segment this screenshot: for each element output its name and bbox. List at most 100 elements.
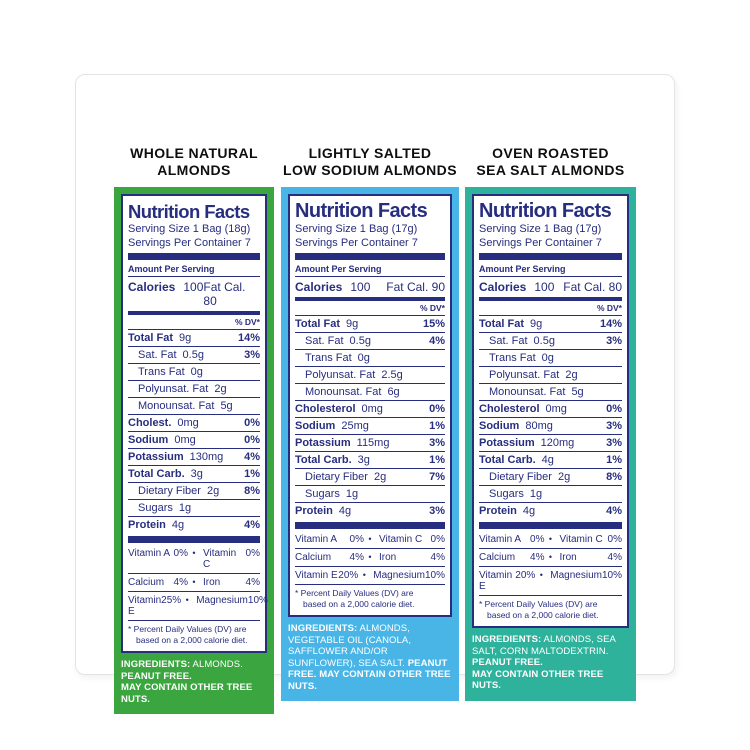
bullet-separator: • xyxy=(185,595,189,605)
vitamin-value: 0% xyxy=(607,534,622,545)
vitamin-value: 25% xyxy=(161,595,182,606)
vitamin-value: 0% xyxy=(245,548,260,559)
ingredients-segment: INGREDIENTS: xyxy=(121,659,191,670)
nutrient-name: Dietary Fiber xyxy=(138,485,201,497)
nutrient-amount: 2g xyxy=(557,471,571,483)
vitamin-value: 10% xyxy=(601,570,622,581)
ingredients-segment: ALMONDS, SEA SALT, CORN MALTODEXTRIN. xyxy=(472,634,616,657)
bullet-separator: • xyxy=(539,570,543,580)
nutrition-label: Nutrition Facts Serving Size 1 Bag (17g)… xyxy=(465,187,636,701)
vitamin-name: Vitamin A xyxy=(479,534,522,545)
ingredients-text: INGREDIENTS: ALMONDS. PEANUT FREE. MAY C… xyxy=(121,653,267,705)
nutrient-row: Monounsat. Fat 5g xyxy=(128,398,260,415)
nutrient-name: Potassium xyxy=(479,437,535,449)
bullet-separator: • xyxy=(362,570,366,580)
nutrient-amount: 0.5g xyxy=(182,349,204,361)
divider-bar-thick xyxy=(128,253,260,260)
nutrient-row: Protein 4g 3% xyxy=(295,503,445,519)
divider-bar-medium xyxy=(479,297,622,301)
vitamin-row: Calcium 4% • Iron 4% xyxy=(128,574,260,592)
nutrient-table: Total Fat 9g 14% Sat. Fat 0.5g 3% Trans Fat 0g P… xyxy=(128,330,260,533)
nutrient-amount: 5g xyxy=(220,400,233,412)
vitamin-name: Vitamin A xyxy=(128,548,171,559)
nutrient-amount: 80mg xyxy=(525,420,553,432)
vitamin-row: Calcium 4% • Iron 4% xyxy=(295,549,445,567)
nutrient-daily-value: 1% xyxy=(244,468,260,480)
ingredients-segment: PEANUT FREE. xyxy=(472,657,543,668)
calories-label: Calories xyxy=(295,280,343,294)
nutrient-row: Trans Fat 0g xyxy=(128,364,260,381)
nutrient-name: Dietary Fiber xyxy=(305,471,368,483)
nutrient-name: Protein xyxy=(295,505,333,517)
vitamin-value: 0% xyxy=(530,534,545,545)
nutrient-row: Sugars 1g xyxy=(295,486,445,503)
bullet-separator: • xyxy=(368,534,372,544)
ingredients-segment: INGREDIENTS: xyxy=(288,623,358,634)
nutrient-amount: 4g xyxy=(522,505,536,517)
nutrient-daily-value: 8% xyxy=(244,485,260,497)
nutrient-name: Total Fat xyxy=(128,332,174,344)
product-title: LIGHTLY SALTED LOW SODIUM ALMONDS xyxy=(283,145,457,178)
percent-dv-header: % DV* xyxy=(479,301,622,316)
nutrient-amount: 3g xyxy=(190,468,203,480)
vitamin-name: Iron xyxy=(559,552,577,563)
nutrient-name: Dietary Fiber xyxy=(489,471,552,483)
nutrition-facts-box: Nutrition Facts Serving Size 1 Bag (17g)… xyxy=(288,194,452,617)
nutrient-amount: 5g xyxy=(571,386,584,398)
nutrient-daily-value: 3% xyxy=(429,505,445,517)
bullet-separator: • xyxy=(192,577,196,587)
product-panel: OVEN ROASTED SEA SALT ALMONDS Nutrition … xyxy=(465,145,636,701)
nutrient-amount: 0.5g xyxy=(533,335,555,347)
vitamin-table: Vitamin A 0% • Vitamin C 0% Calcium 4% • Iron 4% V… xyxy=(479,531,622,596)
ingredients-segment: INGREDIENTS: xyxy=(472,634,542,645)
nutrient-name: Polyunsat. Fat xyxy=(305,369,376,381)
bullet-separator: • xyxy=(192,548,196,558)
calories-value: 100 xyxy=(534,280,555,294)
nutrient-row: Total Carb. 3g 1% xyxy=(128,466,260,483)
nutrient-name: Total Carb. xyxy=(479,454,536,466)
nutrient-amount: 9g xyxy=(179,332,192,344)
nutrient-row: Polyunsat. Fat 2g xyxy=(128,381,260,398)
product-panel: LIGHTLY SALTED LOW SODIUM ALMONDS Nutrit… xyxy=(281,145,459,701)
nutrient-row: Potassium 120mg 3% xyxy=(479,435,622,452)
nutrient-row: Cholest. 0mg 0% xyxy=(128,415,260,432)
nutrient-name: Sugars xyxy=(138,502,173,514)
nutrient-amount: 25mg xyxy=(341,420,369,432)
nutrient-row: Trans Fat 0g xyxy=(479,350,622,367)
vitamin-row: Vitamin E 20% • Magnesium 10% xyxy=(479,567,622,596)
ingredients-text: INGREDIENTS: ALMONDS, VEGETABLE OIL (CAN… xyxy=(288,617,452,692)
nutrition-facts-heading: Nutrition Facts xyxy=(295,200,428,222)
vitamin-value: 4% xyxy=(530,552,545,563)
nutrient-amount: 3g xyxy=(357,454,370,466)
nutrient-daily-value: 4% xyxy=(244,451,260,463)
nutrient-row: Dietary Fiber 2g 7% xyxy=(295,469,445,486)
vitamin-name: Calcium xyxy=(128,577,165,588)
nutrient-row: Trans Fat 0g xyxy=(295,350,445,367)
nutrient-name: Cholest. xyxy=(128,417,172,429)
calories-row: Calories 100 Fat Cal. 80 xyxy=(128,277,260,311)
vitamin-row: Vitamin E 20% • Magnesium 10% xyxy=(295,567,445,585)
nutrient-name: Protein xyxy=(479,505,517,517)
nutrient-row: Polyunsat. Fat 2.5g xyxy=(295,367,445,384)
nutrition-facts-heading: Nutrition Facts xyxy=(479,200,612,222)
fat-calories-value: Fat Cal. 80 xyxy=(563,280,622,294)
nutrient-amount: 2g xyxy=(206,485,220,497)
dv-footnote: * Percent Daily Values (DV) are based on… xyxy=(295,588,415,609)
nutrient-daily-value: 1% xyxy=(429,420,445,432)
nutrient-row: Total Fat 9g 14% xyxy=(128,330,260,347)
amount-per-serving-label: Amount Per Serving xyxy=(295,262,445,277)
calories-label: Calories xyxy=(128,280,176,294)
vitamin-value: 0% xyxy=(173,548,188,559)
nutrient-row: Sodium 25mg 1% xyxy=(295,418,445,435)
nutrient-row: Sat. Fat 0.5g 3% xyxy=(479,333,622,350)
nutrient-amount: 4g xyxy=(171,519,185,531)
ingredients-segment: ALMONDS, VEGETABLE OIL (CANOLA, SAFFLOWE… xyxy=(288,623,412,669)
bullet-separator: • xyxy=(548,534,553,544)
nutrient-amount: 2.5g xyxy=(381,369,403,381)
vitamin-value: 4% xyxy=(607,552,622,563)
calories-row: Calories 100 Fat Cal. 80 xyxy=(479,277,622,297)
nutrient-name: Protein xyxy=(128,519,166,531)
dv-footnote: * Percent Daily Values (DV) are based on… xyxy=(479,599,599,620)
nutrient-amount: 0mg xyxy=(545,403,567,415)
nutrient-name: Trans Fat xyxy=(489,352,536,364)
